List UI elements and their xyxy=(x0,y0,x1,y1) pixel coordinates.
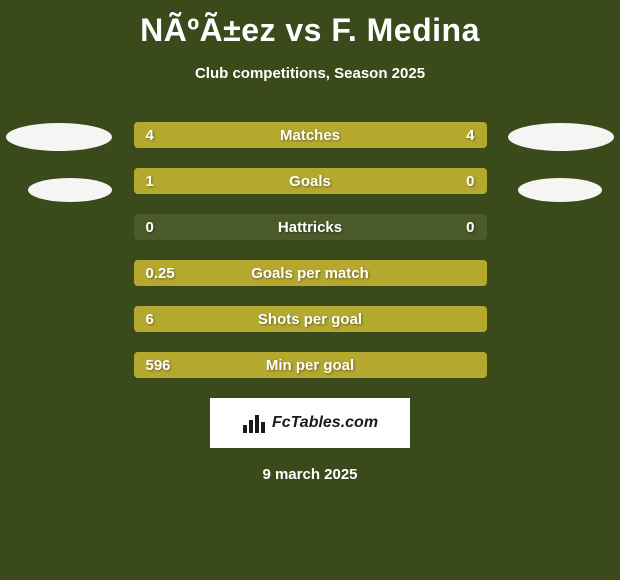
bars-chart-icon xyxy=(242,413,266,433)
stat-value-left: 596 xyxy=(146,357,171,374)
stat-label: Shots per goal xyxy=(258,311,362,328)
stat-label: Goals xyxy=(289,173,331,190)
stat-label: Hattricks xyxy=(278,219,342,236)
branding-text: FcTables.com xyxy=(272,414,378,432)
stats-container: 4 Matches 4 1 Goals 0 0 Hattricks 0 0.25 Goals per… xyxy=(0,122,620,378)
stat-value-left: 6 xyxy=(146,311,154,328)
stat-row: 4 Matches 4 xyxy=(134,122,487,148)
stat-bar-left xyxy=(134,168,399,194)
comparison-subtitle: Club competitions, Season 2025 xyxy=(0,65,620,82)
comparison-title: NÃºÃ±ez vs F. Medina xyxy=(0,0,620,49)
stat-value-left: 1 xyxy=(146,173,154,190)
stat-value-right: 0 xyxy=(466,173,474,190)
stat-value-left: 0.25 xyxy=(146,265,175,282)
stat-value-right: 4 xyxy=(466,127,474,144)
stat-row: 0 Hattricks 0 xyxy=(134,214,487,240)
stat-row: 1 Goals 0 xyxy=(134,168,487,194)
branding-badge: FcTables.com xyxy=(210,398,410,448)
stat-row: 6 Shots per goal xyxy=(134,306,487,332)
stat-label: Matches xyxy=(280,127,340,144)
stat-value-left: 4 xyxy=(146,127,154,144)
footer-date: 9 march 2025 xyxy=(0,466,620,483)
stat-row: 596 Min per goal xyxy=(134,352,487,378)
stat-label: Goals per match xyxy=(251,265,369,282)
stat-label: Min per goal xyxy=(266,357,354,374)
stat-value-left: 0 xyxy=(146,219,154,236)
stat-row: 0.25 Goals per match xyxy=(134,260,487,286)
stat-value-right: 0 xyxy=(466,219,474,236)
